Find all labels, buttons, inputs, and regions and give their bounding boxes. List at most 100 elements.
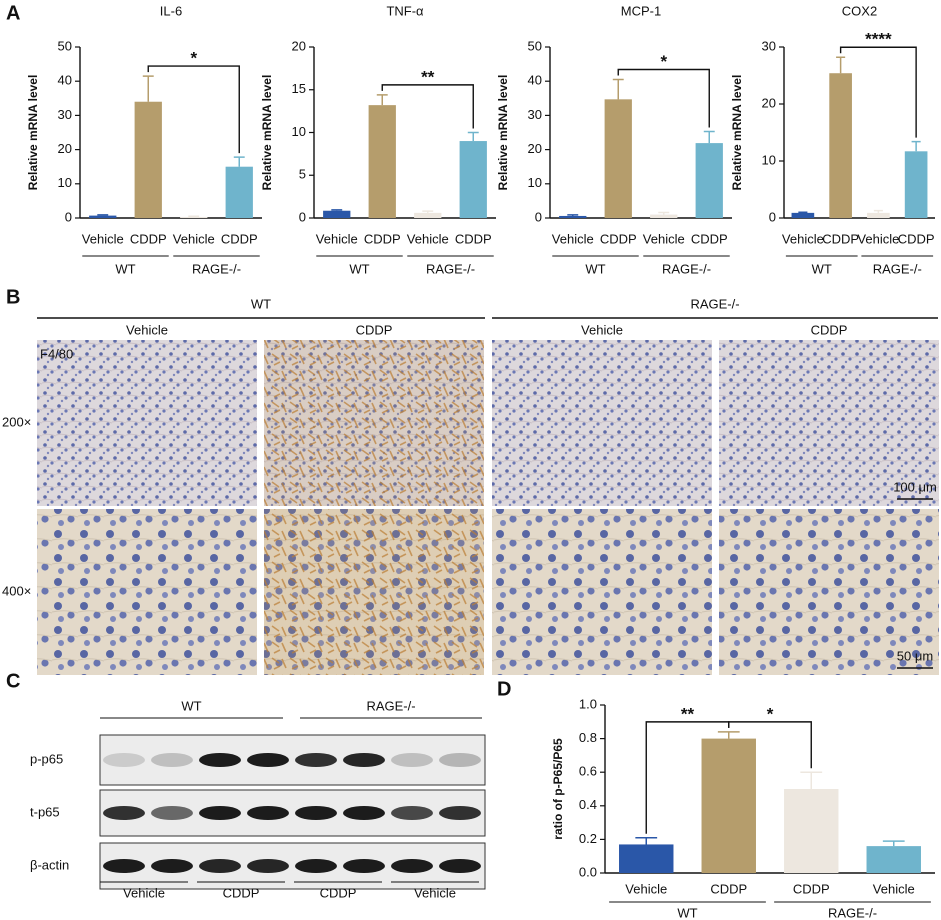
chart-title: IL-6	[160, 3, 182, 18]
bar	[225, 166, 253, 218]
y-axis-label: Relative mRNA level	[730, 75, 744, 191]
lane-label: CDDP	[223, 885, 260, 900]
error-bar	[97, 214, 109, 216]
error-bar	[635, 836, 658, 845]
group-label: WT	[349, 261, 369, 276]
y-tick-label: 0.2	[579, 831, 597, 846]
bar	[368, 105, 396, 218]
significance-bracket	[617, 68, 710, 128]
bar	[829, 73, 852, 218]
significance-bracket	[839, 46, 917, 138]
y-tick-label: 0.4	[579, 797, 597, 812]
significance-label: *	[767, 704, 774, 723]
blot-band	[391, 753, 433, 767]
error-bar	[798, 211, 808, 214]
chart-title: COX2	[842, 3, 877, 18]
blot-band	[151, 806, 193, 820]
lane-label: CDDP	[320, 885, 357, 900]
y-tick-label: 40	[58, 73, 72, 88]
bar	[866, 846, 921, 873]
blot-band	[343, 753, 385, 767]
blot-band	[247, 859, 289, 873]
significance-label: *	[660, 52, 667, 71]
stain-overlay	[264, 509, 484, 675]
blot-band	[439, 859, 481, 873]
blot-band	[439, 806, 481, 820]
row-label: 400×	[2, 583, 31, 598]
stain-tint	[264, 509, 484, 675]
blot-row-label: β-actin	[30, 857, 69, 872]
bar	[323, 210, 351, 218]
error-bar	[331, 209, 343, 211]
blot-band	[199, 859, 241, 873]
group-label: RAGE-/-	[828, 905, 877, 920]
significance-bracket	[728, 721, 812, 769]
micrograph	[719, 509, 939, 675]
blot-band	[199, 753, 241, 767]
group-label: RAGE-/-	[873, 261, 922, 276]
panel-label: D	[497, 678, 511, 700]
x-tick-label: CDDP	[691, 231, 728, 246]
significance-label: *	[190, 49, 197, 68]
column-label: CDDP	[811, 322, 848, 337]
bar	[180, 216, 208, 218]
bar	[701, 738, 756, 873]
x-tick-label: Vehicle	[857, 231, 899, 246]
bar	[604, 99, 632, 218]
scale-bar-label: 50 μm	[897, 648, 933, 663]
x-tick-label: Vehicle	[82, 231, 124, 246]
x-tick-label: Vehicle	[316, 231, 358, 246]
y-tick-label: 0	[65, 209, 72, 224]
y-tick-label: 40	[528, 73, 542, 88]
y-tick-label: 10	[762, 152, 776, 167]
x-tick-label: CDDP	[364, 231, 401, 246]
significance-label: ****	[865, 30, 892, 49]
blot-band	[295, 753, 337, 767]
x-tick-label: CDDP	[898, 231, 935, 246]
blot-band	[391, 806, 433, 820]
y-tick-label: 50	[528, 38, 542, 53]
bar	[459, 141, 487, 218]
chart-title: MCP-1	[621, 3, 661, 18]
significance-label: **	[421, 67, 435, 86]
panel-label: A	[6, 2, 20, 24]
bar	[784, 789, 839, 873]
blot-band	[391, 859, 433, 873]
group-label: RAGE-/-	[366, 698, 415, 713]
significance-label: **	[681, 704, 695, 723]
micrograph	[719, 340, 939, 506]
y-tick-label: 20	[528, 141, 542, 156]
error-bar	[717, 731, 740, 739]
y-tick-label: 30	[762, 38, 776, 53]
micrograph	[37, 340, 257, 506]
blot-band	[103, 859, 145, 873]
blot-band	[247, 806, 289, 820]
group-label: RAGE-/-	[690, 296, 739, 311]
y-tick-label: 15	[292, 81, 306, 96]
blot-band	[103, 806, 145, 820]
y-tick-label: 20	[58, 141, 72, 156]
x-tick-label: Vehicle	[625, 881, 667, 896]
blot-band	[295, 859, 337, 873]
x-tick-label: CDDP	[455, 231, 492, 246]
bar	[867, 212, 890, 218]
bar	[414, 212, 442, 218]
blot-band	[103, 753, 145, 767]
stain-label: F4/80	[40, 346, 73, 361]
x-tick-label: Vehicle	[173, 231, 215, 246]
group-label: WT	[251, 296, 271, 311]
blot-band	[151, 859, 193, 873]
x-tick-label: Vehicle	[782, 231, 824, 246]
blot-band	[295, 806, 337, 820]
y-tick-label: 20	[292, 38, 306, 53]
error-bar	[612, 78, 624, 100]
y-tick-label: 30	[528, 107, 542, 122]
error-bar	[911, 140, 921, 152]
y-tick-label: 30	[58, 107, 72, 122]
group-label: WT	[585, 261, 605, 276]
x-tick-label: CDDP	[221, 231, 258, 246]
y-axis-label: Relative mRNA level	[260, 75, 274, 191]
bar	[619, 844, 674, 873]
error-bar	[142, 75, 154, 102]
micrograph	[37, 509, 257, 675]
